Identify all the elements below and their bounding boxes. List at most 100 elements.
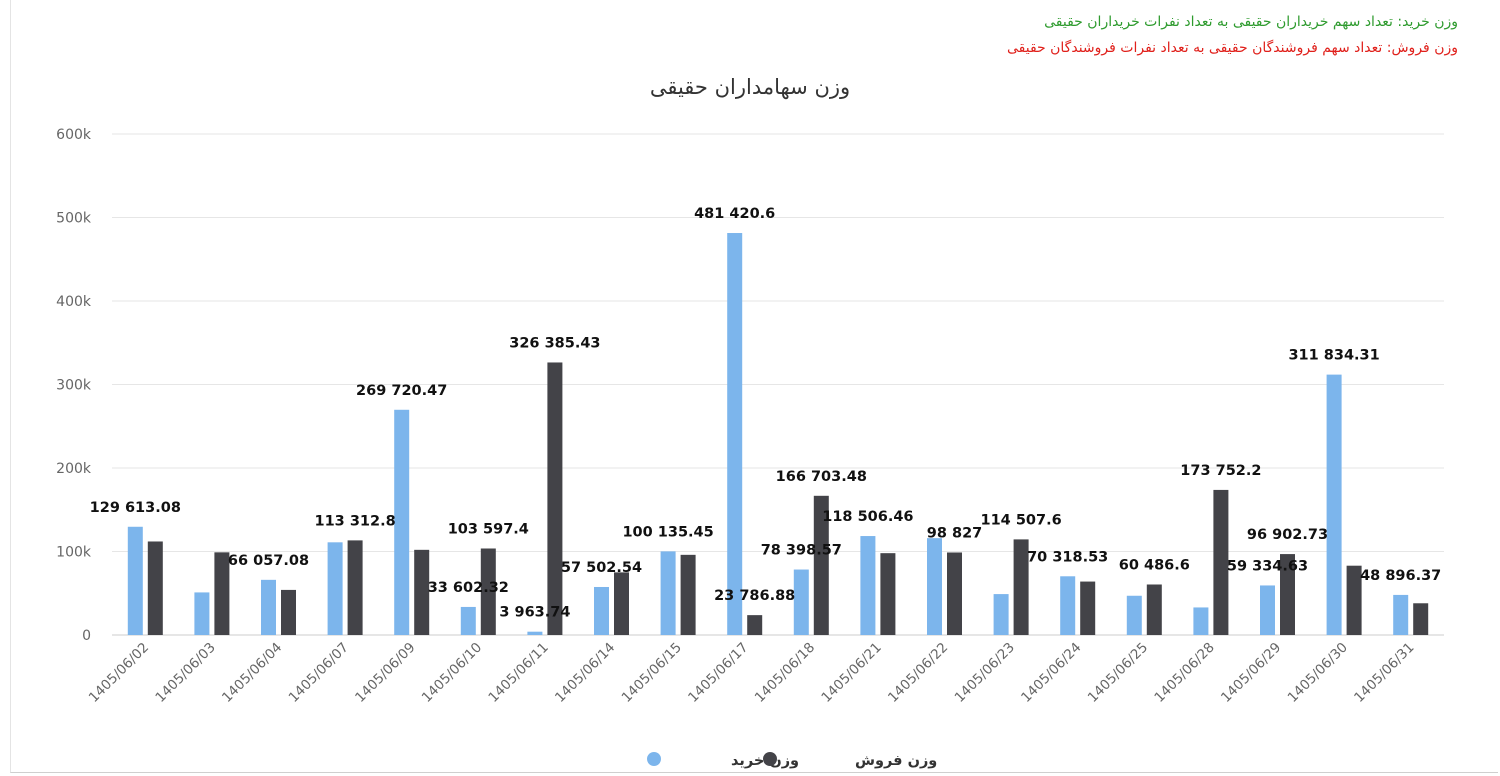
x-tick-label: 1405/06/14 bbox=[552, 640, 618, 706]
data-label: 96 902.73 bbox=[1247, 527, 1328, 543]
buy-weight-bar[interactable] bbox=[1126, 595, 1142, 635]
data-label: 23 786.88 bbox=[714, 588, 795, 604]
data-label: 311 834.31 bbox=[1288, 348, 1379, 364]
data-label: 3 963.74 bbox=[499, 605, 570, 621]
y-tick-label: 500k bbox=[56, 211, 92, 227]
buy-weight-bar[interactable] bbox=[860, 536, 876, 635]
sell-weight-bar[interactable] bbox=[813, 495, 829, 635]
y-tick-label: 200k bbox=[56, 461, 92, 477]
x-tick-label: 1405/06/07 bbox=[286, 640, 352, 706]
y-axis: 0 100k 200k 300k 400k 500k 600k bbox=[56, 127, 92, 644]
sell-weight-bar[interactable] bbox=[547, 362, 563, 635]
sell-weight-bar[interactable] bbox=[1146, 584, 1162, 635]
buy-weight-bar[interactable] bbox=[1060, 576, 1076, 635]
x-tick-label: 1405/06/31 bbox=[1351, 640, 1417, 706]
data-label: 78 398.57 bbox=[761, 543, 842, 559]
data-labels: 129 613.08 66 057.08 113 312.8 269 720.47 10… bbox=[90, 206, 1442, 621]
data-label: 269 720.47 bbox=[356, 383, 447, 399]
sell-weight-bar[interactable] bbox=[147, 541, 163, 635]
buy-weight-bar[interactable] bbox=[460, 606, 476, 635]
y-tick-label: 300k bbox=[56, 378, 92, 394]
x-tick-label: 1405/06/15 bbox=[619, 640, 685, 706]
x-tick-label: 1405/06/11 bbox=[485, 640, 551, 706]
data-label: 103 597.4 bbox=[448, 521, 529, 537]
data-label: 481 420.6 bbox=[694, 206, 775, 222]
x-tick-label: 1405/06/17 bbox=[685, 640, 751, 706]
y-tick-label: 400k bbox=[56, 294, 92, 310]
x-axis: 1405/06/02 1405/06/03 1405/06/04 1405/06/07… bbox=[86, 640, 1418, 706]
definitions-notes: وزن خرید: تعداد سهم خریداران حقیقی به تع… bbox=[1007, 9, 1458, 61]
chart-title: وزن سهامداران حقیقی bbox=[650, 75, 850, 99]
data-label: 118 506.46 bbox=[822, 509, 913, 525]
sell-weight-bar[interactable] bbox=[1213, 489, 1229, 635]
sell-weight-bar[interactable] bbox=[214, 552, 230, 635]
x-tick-label: 1405/06/09 bbox=[352, 640, 418, 706]
x-tick-label: 1405/06/23 bbox=[952, 640, 1018, 706]
sell-weight-bar[interactable] bbox=[1080, 581, 1096, 635]
data-label: 166 703.48 bbox=[776, 469, 867, 485]
buy-weight-bar[interactable] bbox=[793, 569, 809, 635]
sell-weight-definition: وزن فروش: تعداد سهم فروشندگان حقیقی به ت… bbox=[1006, 40, 1458, 56]
y-tick-label: 100k bbox=[56, 545, 92, 561]
sell-weight-bar[interactable] bbox=[1413, 603, 1429, 635]
x-tick-label: 1405/06/21 bbox=[818, 640, 884, 706]
x-tick-label: 1405/06/24 bbox=[1018, 640, 1084, 706]
chart-frame bbox=[10, 0, 1498, 773]
sell-weight-bar[interactable] bbox=[1346, 565, 1362, 635]
legend[interactable]: وزن خرید وزن فروش bbox=[647, 752, 937, 769]
sell-weight-bar[interactable] bbox=[480, 548, 496, 635]
sell-weight-bar[interactable] bbox=[1280, 554, 1295, 635]
buy-weight-bar[interactable] bbox=[1326, 374, 1342, 635]
x-tick-label: 1405/06/10 bbox=[419, 640, 485, 706]
buy-weight-bar[interactable] bbox=[927, 538, 942, 635]
buy-weight-bar[interactable] bbox=[527, 631, 543, 635]
sell-weight-bar[interactable] bbox=[1013, 539, 1029, 635]
buy-weight-bar[interactable] bbox=[261, 579, 276, 635]
sell-weight-bar[interactable] bbox=[747, 615, 763, 635]
y-tick-label: 600k bbox=[56, 127, 92, 143]
sell-weight-bar[interactable] bbox=[614, 572, 629, 635]
buy-weight-bar[interactable] bbox=[127, 526, 143, 635]
sell-weight-bar[interactable] bbox=[680, 554, 696, 635]
legend-item-sell[interactable]: وزن فروش bbox=[763, 752, 937, 769]
buy-weight-bar[interactable] bbox=[194, 592, 210, 635]
buy-weight-bar[interactable] bbox=[327, 542, 343, 635]
data-label: 129 613.08 bbox=[90, 500, 181, 516]
data-label: 66 057.08 bbox=[228, 553, 309, 569]
buy-weight-bar[interactable] bbox=[1393, 594, 1409, 635]
data-label: 114 507.6 bbox=[981, 512, 1062, 528]
x-tick-label: 1405/06/30 bbox=[1285, 640, 1351, 706]
x-tick-label: 1405/06/25 bbox=[1085, 640, 1151, 706]
data-label: 57 502.54 bbox=[561, 560, 642, 576]
x-tick-label: 1405/06/04 bbox=[219, 640, 285, 706]
sell-weight-bar[interactable] bbox=[347, 540, 363, 635]
x-tick-label: 1405/06/18 bbox=[752, 640, 818, 706]
data-label: 326 385.43 bbox=[509, 335, 600, 351]
sell-weight-bar[interactable] bbox=[947, 552, 962, 635]
buy-weight-bar[interactable] bbox=[394, 409, 410, 635]
data-label: 173 752.2 bbox=[1180, 463, 1261, 479]
buy-weight-bar[interactable] bbox=[594, 586, 609, 635]
buy-weight-bar[interactable] bbox=[993, 594, 1009, 635]
buy-weight-definition: وزن خرید: تعداد سهم خریداران حقیقی به تع… bbox=[1044, 14, 1458, 30]
x-tick-label: 1405/06/02 bbox=[86, 640, 152, 706]
buy-weight-bar[interactable] bbox=[1193, 607, 1209, 635]
buy-weight-bar[interactable] bbox=[1260, 585, 1275, 635]
x-tick-label: 1405/06/29 bbox=[1218, 640, 1284, 706]
sell-weight-bar[interactable] bbox=[414, 549, 430, 635]
legend-sell-marker bbox=[763, 752, 777, 766]
x-tick-label: 1405/06/22 bbox=[885, 640, 951, 706]
data-label: 70 318.53 bbox=[1027, 549, 1108, 565]
x-tick-label: 1405/06/03 bbox=[152, 640, 218, 706]
data-label: 59 334.63 bbox=[1227, 558, 1308, 574]
sell-weight-bar[interactable] bbox=[880, 553, 896, 635]
sell-weight-bar[interactable] bbox=[281, 589, 296, 635]
buy-weight-bar[interactable] bbox=[727, 233, 743, 635]
y-tick-label: 0 bbox=[82, 628, 91, 644]
legend-sell-label: وزن فروش bbox=[855, 753, 937, 769]
x-tick-label: 1405/06/28 bbox=[1151, 640, 1217, 706]
data-label: 60 486.6 bbox=[1119, 557, 1190, 573]
data-label: 48 896.37 bbox=[1360, 568, 1441, 584]
buy-weight-bar[interactable] bbox=[660, 551, 676, 635]
